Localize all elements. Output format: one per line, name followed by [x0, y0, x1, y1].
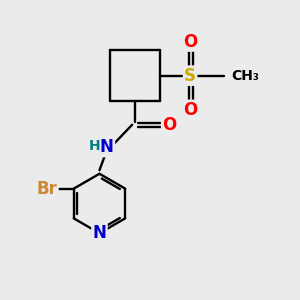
- Text: O: O: [183, 101, 197, 119]
- Text: N: N: [92, 224, 106, 242]
- Text: S: S: [184, 67, 196, 85]
- Text: H: H: [88, 139, 100, 152]
- Text: CH₃: CH₃: [231, 69, 259, 83]
- Text: N: N: [100, 138, 114, 156]
- Text: Br: Br: [37, 180, 57, 198]
- Text: O: O: [183, 32, 197, 50]
- Text: O: O: [162, 116, 176, 134]
